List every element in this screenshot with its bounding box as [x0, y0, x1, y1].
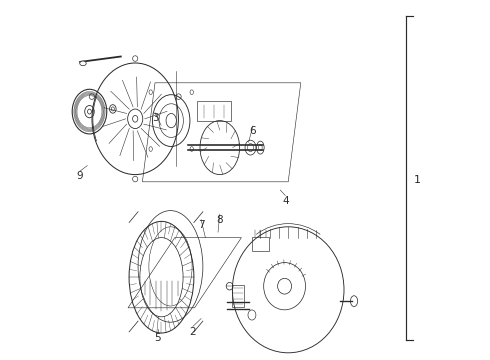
Text: 4: 4	[282, 196, 289, 206]
Text: 1: 1	[414, 175, 420, 185]
Ellipse shape	[80, 61, 86, 66]
Text: 9: 9	[77, 171, 83, 181]
Text: 2: 2	[190, 327, 196, 337]
Text: 3: 3	[152, 113, 158, 123]
Bar	[231, 285, 245, 307]
Text: 7: 7	[198, 220, 204, 230]
Text: 5: 5	[154, 333, 161, 343]
Text: 6: 6	[249, 126, 256, 136]
Text: 8: 8	[217, 215, 223, 225]
